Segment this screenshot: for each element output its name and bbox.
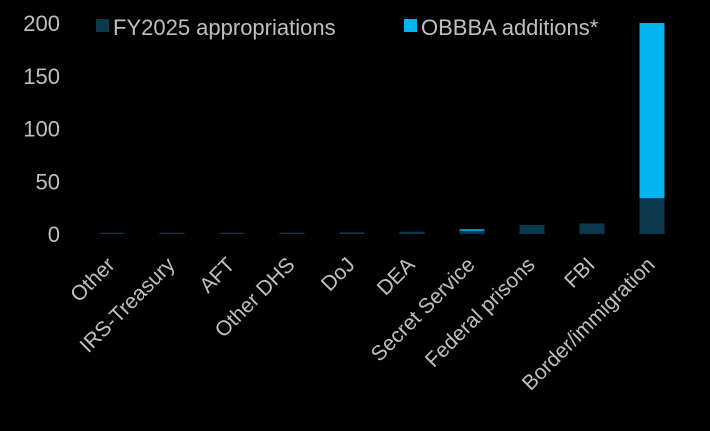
y-tick-label: 150	[23, 64, 60, 89]
legend-swatch	[404, 19, 417, 32]
x-category-label: Other	[66, 253, 119, 306]
x-category-label: FBI	[560, 253, 599, 292]
x-category-label: Federal prisons	[421, 253, 540, 372]
bar-fy2025-6	[459, 230, 485, 234]
bar-obbba-9	[639, 23, 665, 199]
bar-fy2025-1	[159, 232, 185, 234]
x-category-label: Secret Service	[367, 253, 480, 366]
y-tick-label: 200	[23, 11, 60, 36]
bar-fy2025-5	[399, 231, 425, 234]
bar-fy2025-8	[579, 223, 605, 234]
legend-label: OBBBA additions*	[421, 15, 599, 40]
bar-fy2025-7	[519, 225, 545, 234]
x-category-label: DEA	[373, 253, 420, 300]
bar-obbba-6	[459, 229, 485, 231]
bar-fy2025-4	[339, 232, 365, 234]
x-category-label: DoJ	[317, 253, 360, 296]
y-tick-label: 50	[36, 169, 60, 194]
bar-fy2025-0	[99, 232, 125, 234]
bar-fy2025-2	[219, 232, 245, 234]
y-tick-label: 100	[23, 117, 60, 142]
bar-fy2025-9	[639, 198, 665, 234]
legend-label: FY2025 appropriations	[113, 15, 336, 40]
y-tick-label: 0	[48, 222, 60, 247]
x-category-label: AFT	[195, 253, 239, 297]
bar-fy2025-3	[279, 232, 305, 234]
legend-swatch	[96, 19, 109, 32]
